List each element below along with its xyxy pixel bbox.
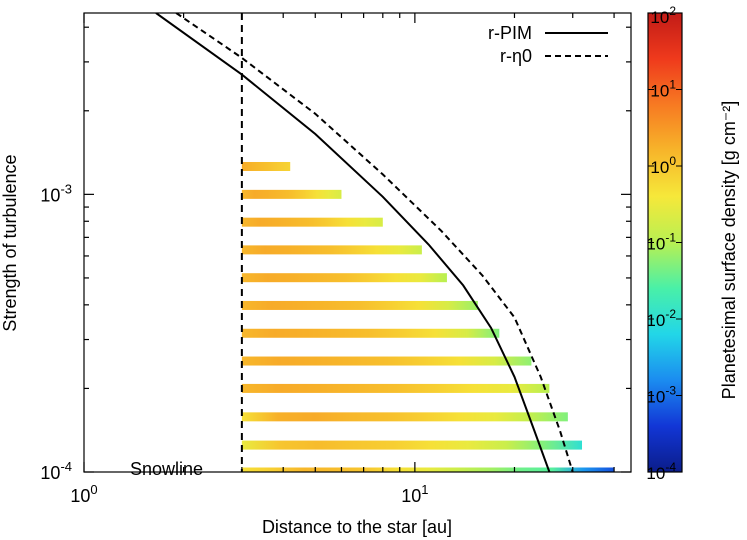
- y-tick-label: 10-4: [40, 459, 72, 483]
- y-tick-label: 10-3: [40, 181, 72, 205]
- strip: [241, 189, 342, 199]
- strip: [241, 273, 447, 283]
- y-axis-ticks: 10-4 10-3: [40, 26, 631, 483]
- colorbar-tick-label: 10-4: [646, 460, 676, 483]
- strip: [241, 217, 383, 227]
- strip: [241, 328, 500, 338]
- colorbar-tick-label: 10-2: [646, 307, 676, 330]
- curve-line: [155, 13, 551, 472]
- colorbar-tick-label: 102: [650, 4, 676, 27]
- strip: [241, 161, 291, 171]
- colorbar-tick-label: 10-3: [646, 384, 676, 407]
- x-axis-label: Distance to the star [au]: [262, 517, 452, 537]
- colorbar-tick-label: 10-1: [646, 231, 676, 254]
- strip: [241, 245, 422, 255]
- planetesimal-strips: [241, 161, 615, 472]
- legend-label: r-PIM: [488, 23, 532, 43]
- strip: [241, 300, 478, 310]
- curve-line: [175, 13, 574, 472]
- plot-frame: [83, 12, 632, 473]
- colorbar-tick-label: 100: [650, 154, 676, 177]
- colorbar: 10-4 10-3 10-2 10-1 100 101 102: [646, 4, 683, 483]
- x-axis-ticks: 100 101: [70, 13, 615, 506]
- strip: [241, 467, 615, 472]
- snowline-annotation: Snowline: [130, 459, 203, 479]
- x-tick-label: 100: [70, 482, 97, 506]
- strip: [241, 356, 532, 366]
- colorbar-label: Planetesimal surface density [g cm⁻²]: [719, 101, 739, 400]
- y-axis-label: Strength of turbulence: [0, 154, 20, 331]
- strip: [241, 412, 568, 422]
- x-tick-label: 101: [401, 482, 428, 506]
- colorbar-tick-label: 101: [650, 78, 676, 101]
- legend-label: r-η0: [500, 46, 532, 66]
- strip: [241, 383, 550, 393]
- legend: r-PIM r-η0: [488, 23, 608, 66]
- curves: [155, 13, 574, 472]
- strip: [241, 440, 583, 450]
